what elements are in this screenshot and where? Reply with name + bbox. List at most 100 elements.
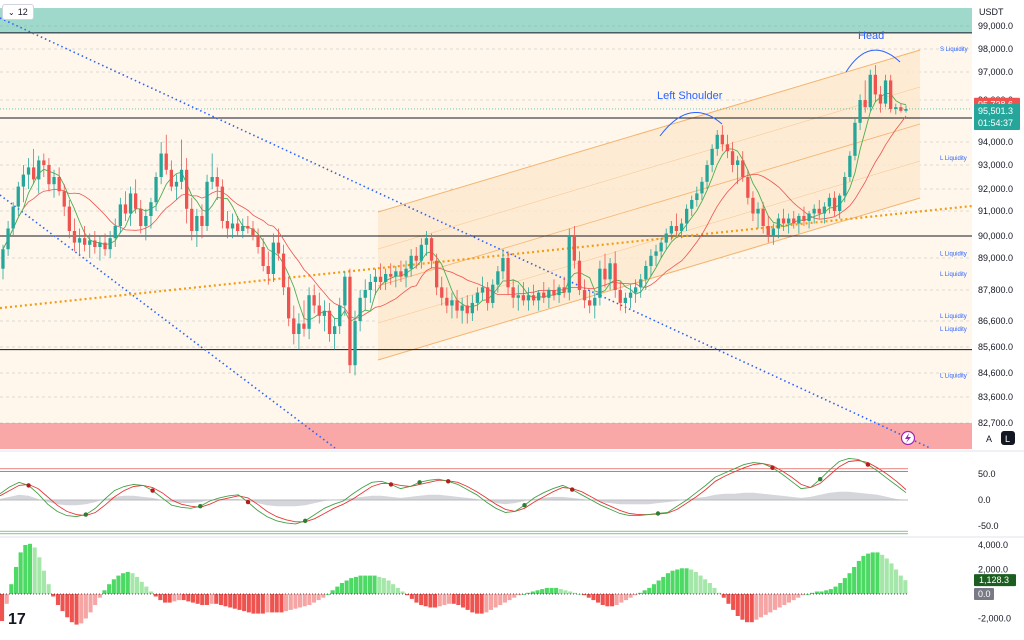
candle <box>577 251 582 296</box>
histogram-bar <box>232 594 237 609</box>
channel-quarter-line <box>377 160 921 324</box>
candle <box>409 249 413 277</box>
candle-body <box>230 223 235 229</box>
price-tick-label: 86,600.0 <box>978 316 1013 326</box>
oscillator-tick-label: 50.0 <box>978 469 996 479</box>
candle-body <box>531 295 536 301</box>
lightning-icon-bolt <box>905 433 911 443</box>
histogram-bar <box>405 594 410 596</box>
histogram-bar <box>130 573 135 594</box>
candle <box>868 69 872 111</box>
candle-body <box>327 310 332 334</box>
histogram-bar <box>512 594 517 598</box>
interval-selector[interactable]: ⌄ 12 <box>2 4 34 20</box>
candle-body <box>511 287 515 298</box>
histogram-bar <box>46 584 51 594</box>
candle <box>11 202 15 236</box>
candle-body <box>807 213 811 221</box>
histogram-bar <box>433 594 438 608</box>
candle-body <box>766 226 770 236</box>
candle-body <box>164 153 168 170</box>
candle-body <box>868 74 872 108</box>
histogram-bar <box>172 594 177 602</box>
auto-scale-label: A <box>986 434 992 444</box>
candle-body <box>603 268 607 280</box>
stochastic-oscillator-pane[interactable] <box>0 457 908 535</box>
candle-body <box>77 238 82 243</box>
candle-body <box>241 226 245 231</box>
histogram-bar <box>610 594 615 607</box>
candle <box>322 300 326 332</box>
histogram-bar <box>847 573 852 594</box>
histogram-bar <box>717 592 722 594</box>
stochastic-d-line <box>0 460 907 523</box>
candle-body <box>695 193 699 200</box>
histogram-bar <box>14 567 19 594</box>
candle <box>501 249 505 280</box>
histogram-bar <box>591 594 596 601</box>
crossover-dot <box>570 487 575 492</box>
candle <box>853 118 857 161</box>
candle <box>603 253 607 288</box>
histogram-bar <box>55 594 60 605</box>
candle <box>894 103 898 115</box>
candle <box>542 282 546 303</box>
candle-body <box>11 206 15 229</box>
histogram-bar <box>614 594 619 605</box>
log-scale-label: L <box>1005 434 1010 444</box>
histogram-bar <box>186 594 191 602</box>
histogram-bar <box>633 594 638 596</box>
candle-body <box>195 216 199 231</box>
histogram-bar <box>498 594 503 605</box>
histogram-bar <box>549 587 554 594</box>
histogram-bar <box>325 594 330 595</box>
price-axis[interactable]: 99,000.098,000.097,000.096,000.095,000.0… <box>978 7 1013 624</box>
crossover-dot <box>388 482 394 487</box>
liquidity-label: L Liquidity <box>940 373 967 379</box>
candle <box>679 218 684 239</box>
liquidity-label: L Liquidity <box>940 156 967 162</box>
momentum-histogram-pane[interactable] <box>0 543 908 625</box>
candle-body <box>858 100 862 123</box>
histogram-bar <box>540 589 545 594</box>
candle-body <box>797 216 801 224</box>
histogram-bar <box>903 580 908 594</box>
histogram-bar <box>144 586 149 594</box>
histogram-bar <box>684 568 689 594</box>
candle-body <box>496 271 500 285</box>
histogram-bar <box>209 594 214 604</box>
support-zone <box>0 423 972 449</box>
auto-scale-button[interactable]: A <box>986 434 992 444</box>
candle-body <box>465 305 469 314</box>
lightning-icon[interactable] <box>900 430 916 446</box>
histogram-bar <box>814 591 819 594</box>
candle-body <box>725 144 730 152</box>
histogram-bar <box>428 594 433 608</box>
candle <box>736 155 740 185</box>
log-scale-button[interactable]: L <box>1001 431 1015 445</box>
histogram-bar <box>745 594 750 623</box>
candle-body <box>307 295 311 329</box>
candle <box>424 231 429 256</box>
candle-body <box>720 134 724 145</box>
candle-body <box>557 287 561 296</box>
candle-body <box>37 160 41 180</box>
candle-body <box>710 148 714 165</box>
candle-body <box>312 295 316 306</box>
histogram-bar <box>791 594 796 601</box>
main-price-pane[interactable]: Left Shoulder Head S Liquidity L Liquidity L… <box>0 8 973 449</box>
candle <box>746 169 750 205</box>
histogram-bar <box>484 594 489 613</box>
crossover-dot <box>770 465 775 470</box>
histogram-bar <box>833 586 838 594</box>
histogram-bar <box>279 594 284 613</box>
histogram-bar <box>786 594 791 603</box>
histogram-bar <box>782 594 787 605</box>
candle-body <box>144 216 148 226</box>
candle-body <box>1 249 5 269</box>
candle-body <box>16 186 20 207</box>
histogram-bar <box>349 578 354 594</box>
candle-body <box>210 177 214 182</box>
candle <box>613 251 617 298</box>
price-tick-label: 97,000.0 <box>978 67 1013 77</box>
